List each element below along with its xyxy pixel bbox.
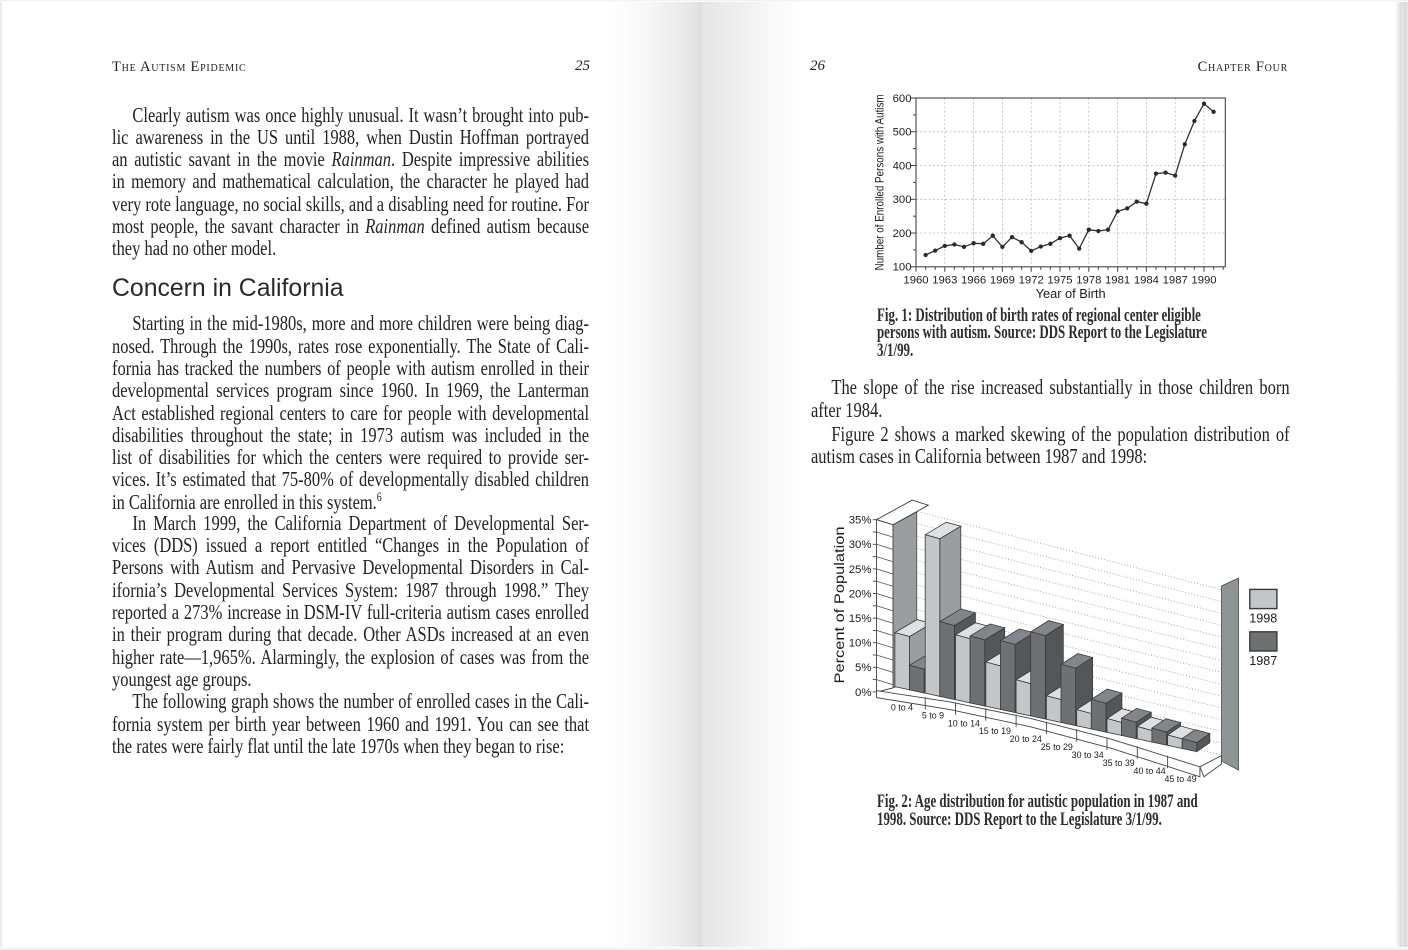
svg-text:20 to 24: 20 to 24 xyxy=(1010,734,1042,744)
svg-text:30%: 30% xyxy=(849,539,872,551)
svg-text:Percent of Population: Percent of Population xyxy=(832,527,847,684)
svg-text:100: 100 xyxy=(893,262,912,274)
svg-text:1960: 1960 xyxy=(903,274,928,286)
svg-text:35%: 35% xyxy=(849,515,872,527)
svg-text:0%: 0% xyxy=(855,687,871,699)
svg-text:1998: 1998 xyxy=(1249,612,1277,626)
svg-text:1963: 1963 xyxy=(932,274,957,286)
svg-text:5 to 9: 5 to 9 xyxy=(922,710,944,720)
svg-text:Number of Enrolled Persons wit: Number of Enrolled Persons with Autism xyxy=(873,94,887,270)
svg-text:300: 300 xyxy=(893,194,912,206)
svg-text:1966: 1966 xyxy=(961,274,986,286)
svg-text:400: 400 xyxy=(893,160,912,172)
svg-text:1969: 1969 xyxy=(990,274,1015,286)
svg-text:0 to 4: 0 to 4 xyxy=(891,702,913,712)
svg-text:25 to 29: 25 to 29 xyxy=(1041,742,1073,752)
svg-text:1987: 1987 xyxy=(1163,274,1188,286)
svg-text:1975: 1975 xyxy=(1047,274,1072,286)
svg-text:10%: 10% xyxy=(849,638,872,650)
svg-text:15%: 15% xyxy=(849,613,872,625)
svg-text:500: 500 xyxy=(893,127,912,139)
svg-text:1990: 1990 xyxy=(1191,274,1216,286)
svg-text:1987: 1987 xyxy=(1249,654,1277,668)
svg-text:1972: 1972 xyxy=(1019,274,1044,286)
svg-text:1984: 1984 xyxy=(1134,274,1159,286)
svg-text:1978: 1978 xyxy=(1076,274,1101,286)
svg-text:45 to 49: 45 to 49 xyxy=(1164,774,1196,784)
svg-text:20%: 20% xyxy=(849,588,872,600)
svg-text:30 to 34: 30 to 34 xyxy=(1072,750,1104,760)
svg-text:25%: 25% xyxy=(849,564,872,576)
svg-text:40 to 44: 40 to 44 xyxy=(1134,766,1166,776)
svg-text:600: 600 xyxy=(893,93,912,105)
svg-text:200: 200 xyxy=(893,228,912,240)
svg-text:1981: 1981 xyxy=(1105,274,1130,286)
svg-text:Year of Birth: Year of Birth xyxy=(1036,286,1106,301)
svg-text:35 to 39: 35 to 39 xyxy=(1103,758,1135,768)
svg-text:5%: 5% xyxy=(855,662,871,674)
svg-text:15 to 19: 15 to 19 xyxy=(979,726,1011,736)
svg-text:10 to 14: 10 to 14 xyxy=(948,718,980,728)
